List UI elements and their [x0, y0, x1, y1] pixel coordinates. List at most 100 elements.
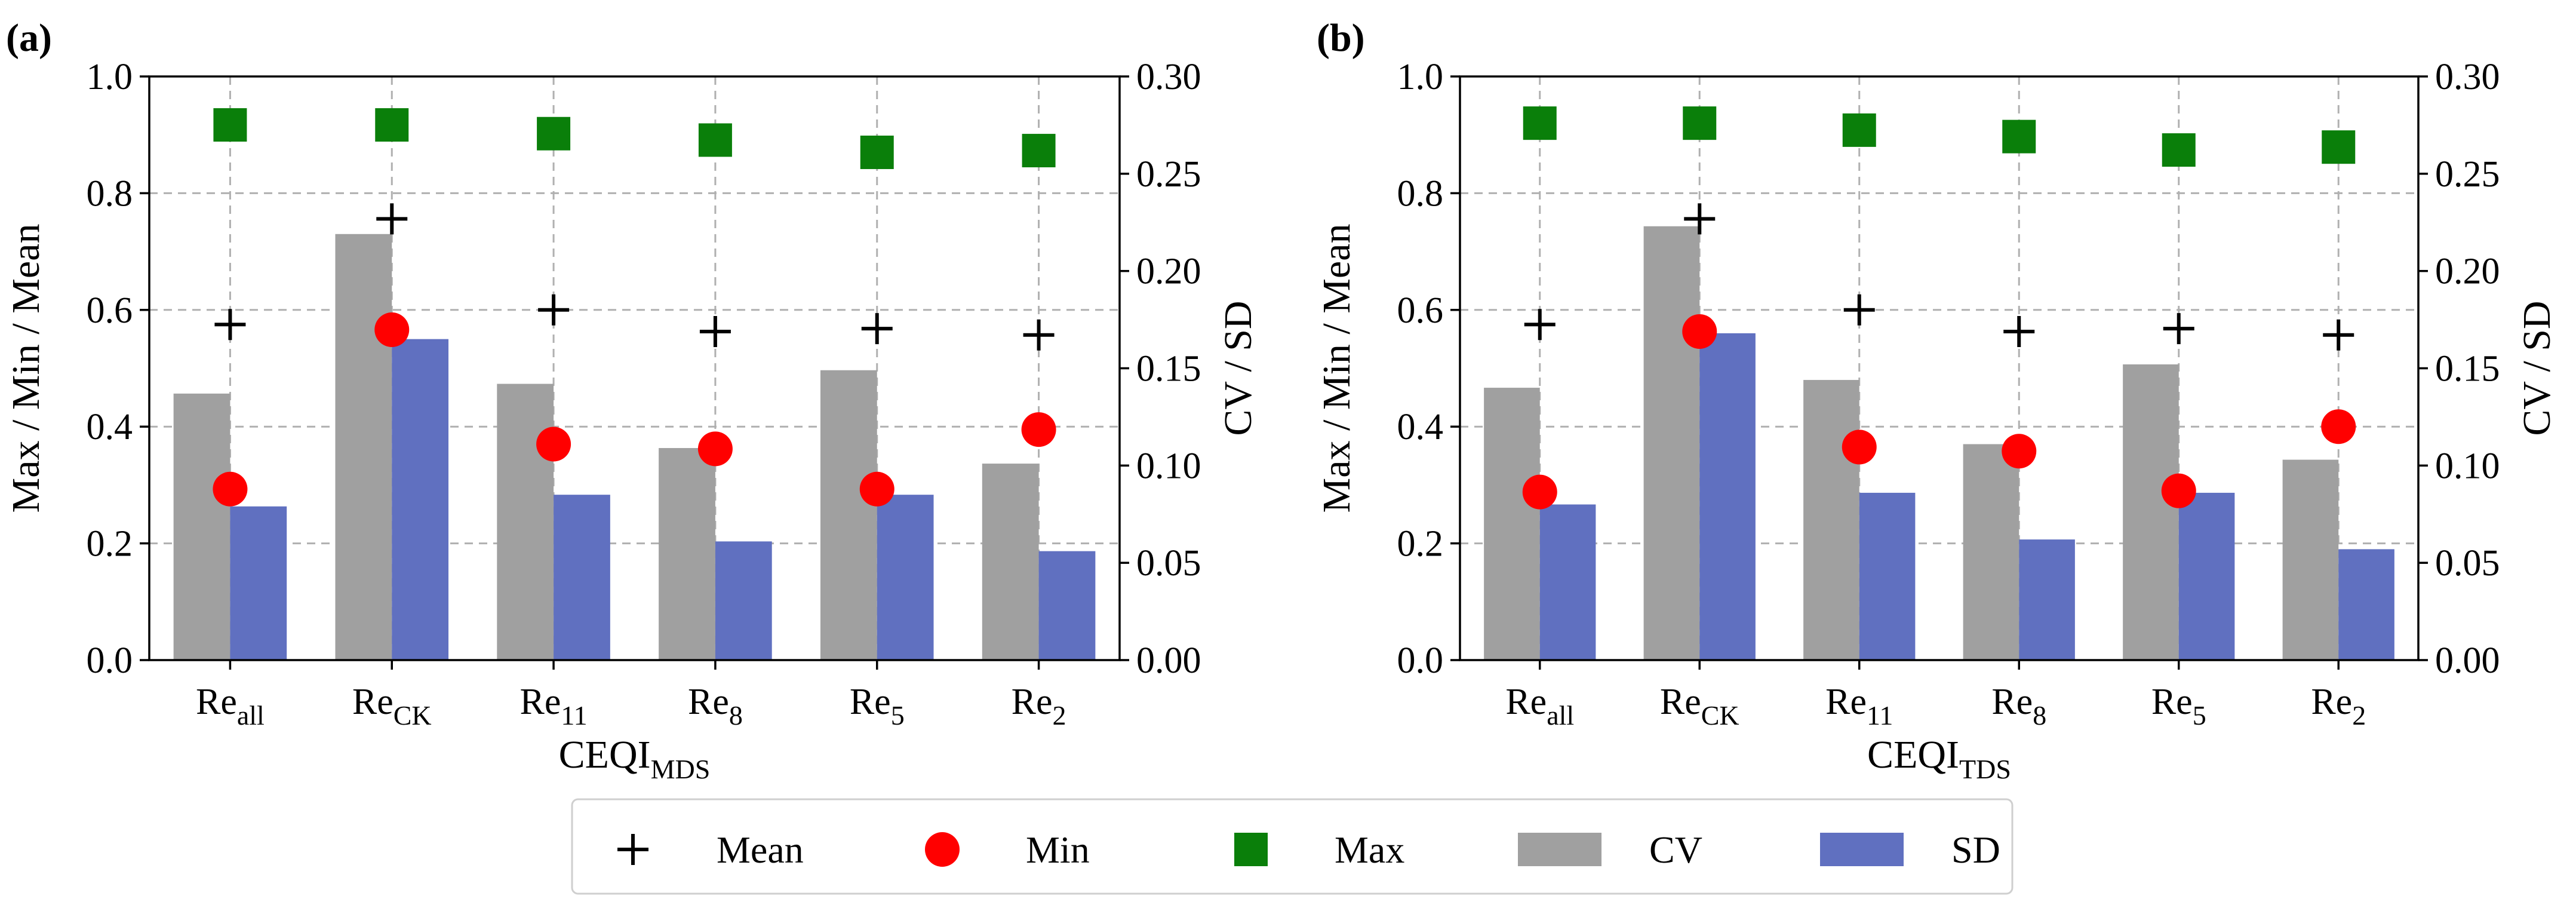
- x-tick-label-main: Re: [1825, 682, 1867, 722]
- cv-bar: [1803, 380, 1859, 660]
- x-axis-label-main: CEQI: [1867, 733, 1959, 777]
- legend-box: [571, 798, 2014, 895]
- max-marker: [375, 108, 409, 142]
- x-tick-label-main: Re: [196, 682, 237, 722]
- x-tick-label: Re5: [2151, 682, 2206, 731]
- legend-max-symbol: [1234, 833, 1268, 866]
- x-tick-label: ReCK: [352, 682, 432, 731]
- mean-marker: [538, 294, 570, 326]
- x-tick-label: Re11: [519, 682, 587, 731]
- x-tick-label-sub: all: [237, 700, 265, 731]
- x-tick-label-sub: 8: [2033, 700, 2046, 731]
- max-marker: [698, 123, 732, 157]
- sd-bar: [1539, 504, 1596, 660]
- y-right-tick-label: 0.10: [2435, 446, 2500, 486]
- x-tick-label-main: Re: [1012, 682, 1053, 722]
- x-axis-label-sub: MDS: [651, 754, 711, 784]
- cv-bar: [982, 464, 1039, 660]
- max-marker: [1842, 113, 1876, 147]
- sd-bar: [392, 339, 449, 660]
- sd-bar: [230, 506, 287, 660]
- sd-bar: [2019, 539, 2075, 660]
- y-left-tick-label: 0.2: [1397, 524, 1444, 565]
- x-tick-label-main: Re: [2311, 682, 2352, 722]
- x-axis-label: CEQIMDS: [559, 733, 711, 784]
- x-tick-label: Reall: [196, 682, 265, 731]
- x-axis-label-main: CEQI: [559, 733, 651, 777]
- x-tick-label-main: Re: [352, 682, 394, 722]
- x-tick-label-main: Re: [850, 682, 891, 722]
- y-right-tick-label: 0.10: [1136, 446, 1201, 486]
- cv-bar: [1963, 444, 2019, 660]
- x-tick-label: Re5: [850, 682, 905, 731]
- legend-sd-symbol: [1820, 833, 1904, 866]
- y-axis-right-label: CV / SD: [2515, 300, 2559, 435]
- y-right-tick-label: 0.30: [2435, 57, 2500, 97]
- sd-bar: [2338, 549, 2394, 660]
- y-right-tick-label: 0.25: [2435, 154, 2500, 195]
- cv-bar: [820, 370, 877, 660]
- x-tick-label: Re11: [1825, 682, 1893, 731]
- legend-label: CV: [1649, 829, 1702, 871]
- max-marker: [2322, 130, 2356, 164]
- mean-marker: [376, 203, 408, 235]
- sd-bar: [554, 495, 610, 660]
- min-marker: [1682, 314, 1717, 349]
- panel-label: (b): [1317, 16, 1365, 60]
- x-tick-label-main: Re: [1660, 682, 1701, 722]
- y-right-tick-label: 0.15: [1136, 349, 1201, 389]
- mean-marker: [1684, 203, 1716, 235]
- legend-label: SD: [1951, 829, 2000, 871]
- min-marker: [374, 312, 410, 348]
- max-marker: [1523, 106, 1557, 140]
- sd-bar: [1699, 333, 1756, 660]
- y-right-tick-label: 0.20: [2435, 251, 2500, 292]
- y-right-tick-label: 0.30: [1136, 57, 1201, 97]
- cv-bar: [173, 393, 230, 660]
- cv-bar: [659, 448, 715, 660]
- x-axis-label: CEQITDS: [1867, 733, 2011, 784]
- x-tick-label-main: Re: [519, 682, 561, 722]
- legend-mean-symbol: [617, 834, 648, 865]
- sd-bar: [877, 495, 934, 660]
- y-axis-right-label: CV / SD: [1216, 300, 1260, 435]
- mean-marker: [214, 309, 246, 340]
- x-tick-label-main: Re: [2151, 682, 2193, 722]
- mean-marker: [2003, 315, 2035, 347]
- y-left-tick-label: 0.4: [87, 407, 133, 447]
- cv-bar: [335, 234, 392, 660]
- mean-marker: [1843, 294, 1875, 326]
- panel-b: 0.0 0.2 0.4 0.6 0.8 1.0 0.00 0.05 0.10 0.15 0.20 0.…: [1315, 16, 2559, 784]
- x-tick-label-sub: 5: [891, 700, 905, 731]
- y-left-tick-label: 0.4: [1397, 407, 1444, 447]
- y-left-tick-label: 0.6: [1397, 290, 1444, 331]
- x-tick-label-sub: 5: [2193, 700, 2206, 731]
- y-axis-left-label: Max / Min / Mean: [1315, 224, 1358, 513]
- max-marker: [213, 108, 247, 142]
- y-right-tick-label: 0.05: [2435, 543, 2500, 584]
- y-right-tick-label: 0.20: [1136, 251, 1201, 292]
- min-marker: [697, 431, 733, 467]
- panel-label: (a): [6, 16, 52, 60]
- x-tick-label: Re2: [1012, 682, 1066, 731]
- y-axis-left-label: Max / Min / Mean: [4, 224, 48, 513]
- max-marker: [2162, 133, 2196, 167]
- panel-a: 0.0 0.2 0.4 0.6 0.8 1.0 0.00 0.05 0.10 0.15 0.20 0.…: [4, 16, 1260, 784]
- x-tick-label: Re2: [2311, 682, 2366, 731]
- sd-bar: [1038, 551, 1096, 660]
- max-marker: [1022, 134, 1056, 168]
- cv-bar: [2123, 364, 2179, 660]
- y-right-tick-label: 0.05: [1136, 543, 1201, 584]
- y-left-tick-label: 1.0: [87, 57, 133, 97]
- x-tick-label-sub: 2: [2352, 700, 2366, 731]
- x-tick-label: Re8: [688, 682, 743, 731]
- x-tick-label: Reall: [1505, 682, 1574, 731]
- y-left-tick-label: 0.6: [87, 290, 133, 331]
- legend-label: Min: [1026, 829, 1090, 871]
- y-right-tick-label: 0.15: [2435, 349, 2500, 389]
- min-marker: [1021, 412, 1056, 447]
- y-left-tick-label: 0.8: [87, 173, 133, 214]
- min-marker: [213, 471, 248, 507]
- min-marker: [536, 427, 571, 462]
- min-marker: [2161, 473, 2196, 508]
